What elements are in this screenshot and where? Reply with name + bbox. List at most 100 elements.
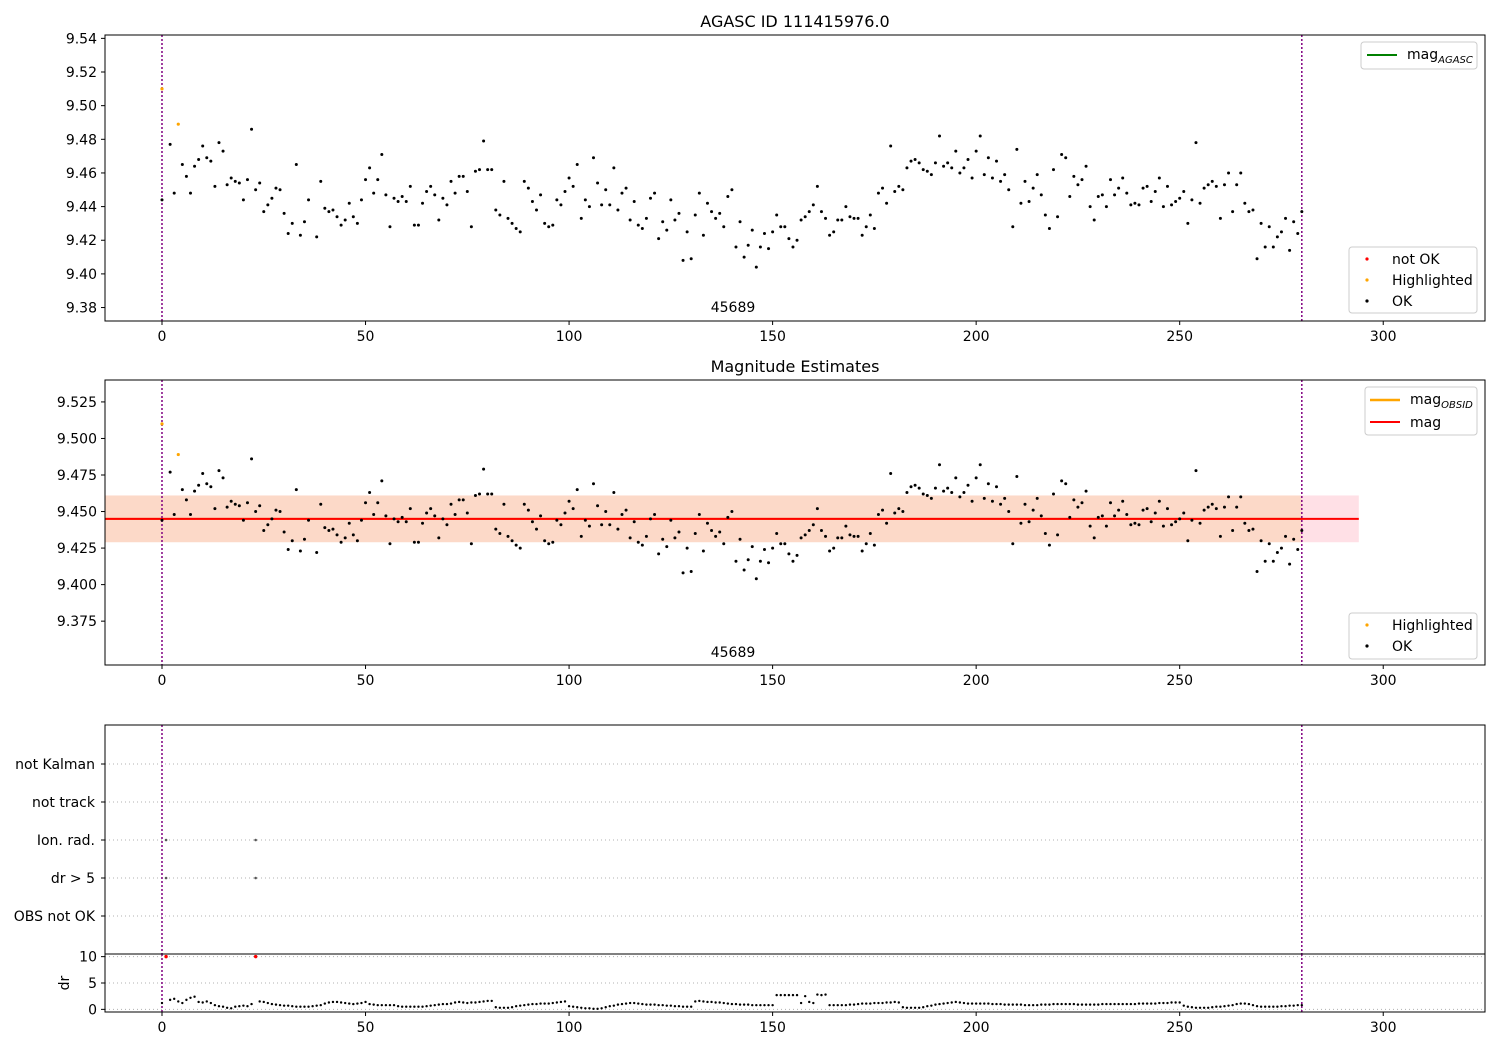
estimates-ok-data-point — [323, 526, 327, 530]
dr-data-point — [860, 1002, 864, 1005]
estimates-ok-data-point — [233, 502, 237, 506]
agasc-ok-data-point — [567, 176, 571, 180]
dr-data-point — [999, 1002, 1002, 1006]
estimates-ok-data-point — [416, 540, 420, 544]
estimates-ok-data-point — [852, 534, 856, 538]
estimates-ok-legend-marker — [1365, 644, 1369, 648]
estimates-ok-data-point — [1068, 515, 1072, 519]
dr-data-point — [376, 1003, 379, 1007]
dr-data-point — [751, 1003, 754, 1007]
dr-data-point — [160, 1001, 164, 1005]
dr-data-point — [1215, 1005, 1218, 1008]
dr-data-point — [628, 1001, 632, 1005]
estimates-highlighted-data-point — [160, 422, 164, 426]
agasc-ok-data-point — [368, 166, 372, 170]
agasc-ok-data-point — [286, 232, 290, 236]
estimates-ok-data-point — [807, 529, 811, 533]
dr-data-point — [571, 1005, 575, 1008]
dr-panel: 0 5 10 0 50 100 150 200 250 300 dr — [57, 950, 1486, 1036]
estimates-ok-data-point — [942, 489, 946, 493]
estimates-ok-data-point — [250, 457, 254, 461]
estimates-ok-data-point — [1186, 539, 1190, 543]
estimates-ok-data-point — [636, 540, 640, 544]
agasc-ok-data-point — [714, 216, 718, 220]
dr-data-point — [1166, 1001, 1169, 1005]
estimates-ok-data-point — [1182, 511, 1186, 515]
agasc-ok-data-point — [1117, 186, 1121, 190]
dr-data-point — [1007, 1003, 1010, 1006]
agasc-ok-data-point — [742, 255, 746, 259]
agasc-ok-data-point — [844, 205, 848, 209]
agasc-ok-data-point — [571, 184, 575, 188]
dr-data-point — [1003, 1003, 1006, 1006]
dr-data-point — [1101, 1002, 1104, 1006]
dr-data-point — [738, 1003, 742, 1006]
agasc-x-tick-label: 150 — [759, 329, 786, 345]
agasc-ok-data-point — [579, 216, 583, 220]
dr-data-point — [917, 1006, 921, 1009]
agasc-y-tick-label: 9.48 — [66, 132, 97, 148]
dr-data-point — [637, 1002, 640, 1005]
agasc-ok-data-point — [795, 238, 799, 242]
dr-data-point — [1097, 1003, 1100, 1006]
dr-data-point — [836, 1003, 839, 1007]
agasc-ok-data-point — [1084, 164, 1088, 168]
estimates-ok-data-point — [1117, 508, 1121, 512]
estimates-ok-data-point — [274, 508, 278, 512]
dr-data-point — [767, 1003, 770, 1007]
estimates-ok-data-point — [644, 534, 648, 538]
estimates-ok-data-point — [750, 545, 754, 549]
agasc-ok-data-point — [1288, 248, 1292, 252]
ok-legend-label: OK — [1392, 294, 1413, 310]
agasc-ok-data-point — [604, 188, 608, 192]
dr-data-point — [1170, 1001, 1173, 1004]
agasc-ok-data-point — [803, 215, 807, 219]
estimates-ok-data-point — [384, 514, 388, 518]
estimates-ok-data-point — [1194, 469, 1198, 473]
agasc-ok-data-point — [1088, 205, 1092, 209]
dr-data-point — [1259, 1005, 1263, 1008]
dr-data-point — [885, 1001, 888, 1004]
agasc-ok-data-point — [591, 156, 595, 160]
dr-data-point — [1093, 1003, 1096, 1006]
agasc-ok-data-point — [889, 144, 893, 148]
estimates-ok-data-point — [282, 530, 286, 534]
dr-data-point — [588, 1007, 591, 1010]
dr-data-point — [1040, 1003, 1043, 1006]
estimates-highlighted-data-point — [176, 452, 180, 457]
agasc-ok-data-point — [771, 230, 775, 234]
estimates-ok-data-point — [726, 515, 730, 519]
agasc-ok-data-point — [453, 191, 457, 195]
dr-data-point — [938, 1002, 941, 1006]
estimates-ok-data-point — [856, 534, 860, 538]
agasc-ok-data-point — [486, 168, 490, 172]
agasc-ok-data-point — [669, 198, 673, 202]
dr-data-point — [1154, 1002, 1157, 1005]
estimates-x-tick-label: 150 — [759, 673, 786, 689]
estimates-ok-data-point — [469, 542, 473, 546]
agasc-ok-data-point — [1247, 210, 1251, 214]
dr-data-point — [633, 1001, 636, 1005]
estimates-ok-data-point — [1007, 510, 1011, 514]
agasc-ok-data-point — [506, 216, 510, 220]
agasc-ok-data-point — [881, 186, 885, 190]
estimates-ok-data-point — [848, 533, 852, 537]
agasc-ok-data-point — [339, 223, 343, 227]
estimates-ok-data-point — [579, 534, 583, 538]
dr-data-point — [563, 1000, 567, 1003]
agasc-ok-data-point — [681, 258, 685, 262]
dr-data-point — [1158, 1001, 1161, 1005]
estimates-x-tick-label: 250 — [1166, 673, 1193, 689]
estimates-ok-data-point — [661, 537, 665, 541]
agasc-x-tick-label: 50 — [357, 329, 375, 345]
dr-data-point — [1060, 1002, 1063, 1006]
estimates-ok-data-point — [995, 485, 999, 489]
estimates-ok-data-point — [608, 523, 612, 527]
agasc-ok-data-point — [437, 218, 441, 222]
agasc-ok-data-point — [359, 198, 363, 202]
estimates-ok-data-point — [1235, 505, 1239, 509]
dr-data-point — [726, 1002, 730, 1005]
dr-data-point — [1027, 1003, 1031, 1007]
estimates-ok-data-point — [449, 502, 453, 506]
estimates-ok-data-point — [229, 499, 233, 503]
